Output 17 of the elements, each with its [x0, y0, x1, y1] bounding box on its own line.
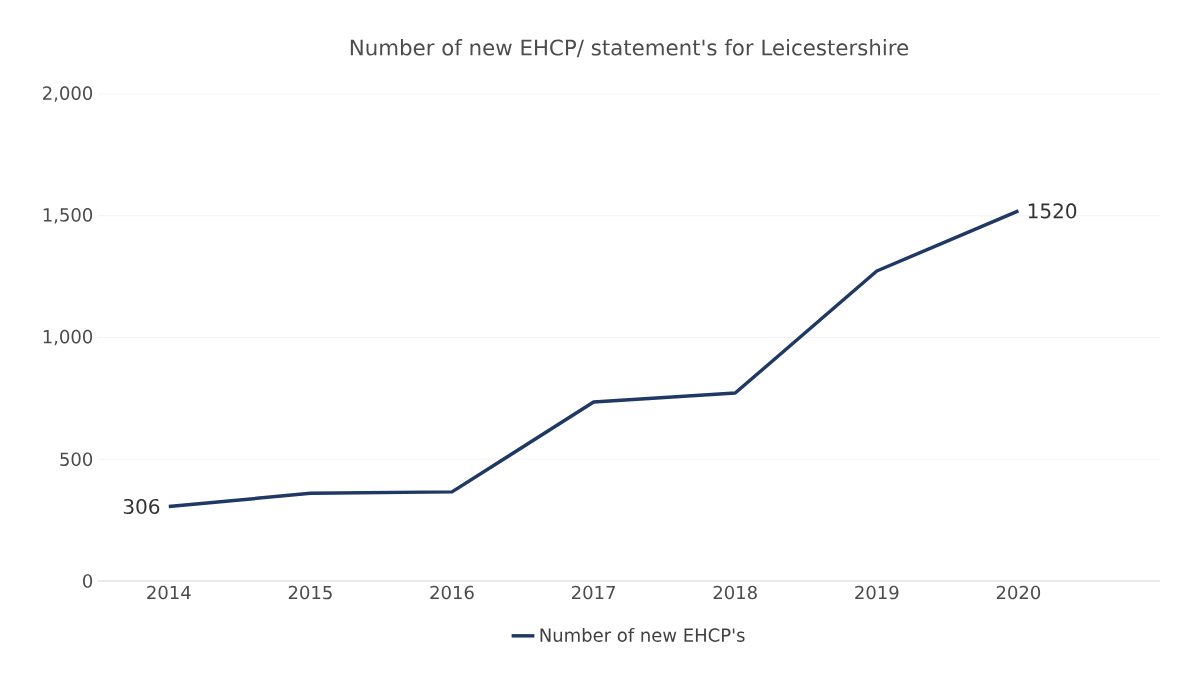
data-label: 1520: [1028, 203, 1077, 219]
y-tick-label: 1,500: [43, 208, 93, 224]
y-tick-label: 1,000: [43, 329, 93, 346]
x-tick-label: 2019: [855, 585, 899, 600]
y-tick-label: 0: [83, 574, 93, 588]
legend-label: Number of new EHCP's: [540, 628, 745, 642]
x-tick-label: 2015: [288, 585, 332, 600]
y-tick-label: 500: [60, 452, 93, 467]
y-tick-label: 2,000: [43, 86, 93, 102]
chart-title: Number of new EHCP/ statement's for Leicestershire: [350, 39, 909, 58]
x-tick-label: 2016: [430, 585, 474, 600]
x-tick-label: 2014: [147, 585, 191, 600]
x-tick-label: 2018: [713, 585, 757, 600]
line-series: [167, 209, 1021, 509]
data-label: 306: [123, 498, 160, 515]
x-tick-label: 2017: [572, 585, 615, 600]
x-tick-label: 2020: [996, 585, 1041, 600]
